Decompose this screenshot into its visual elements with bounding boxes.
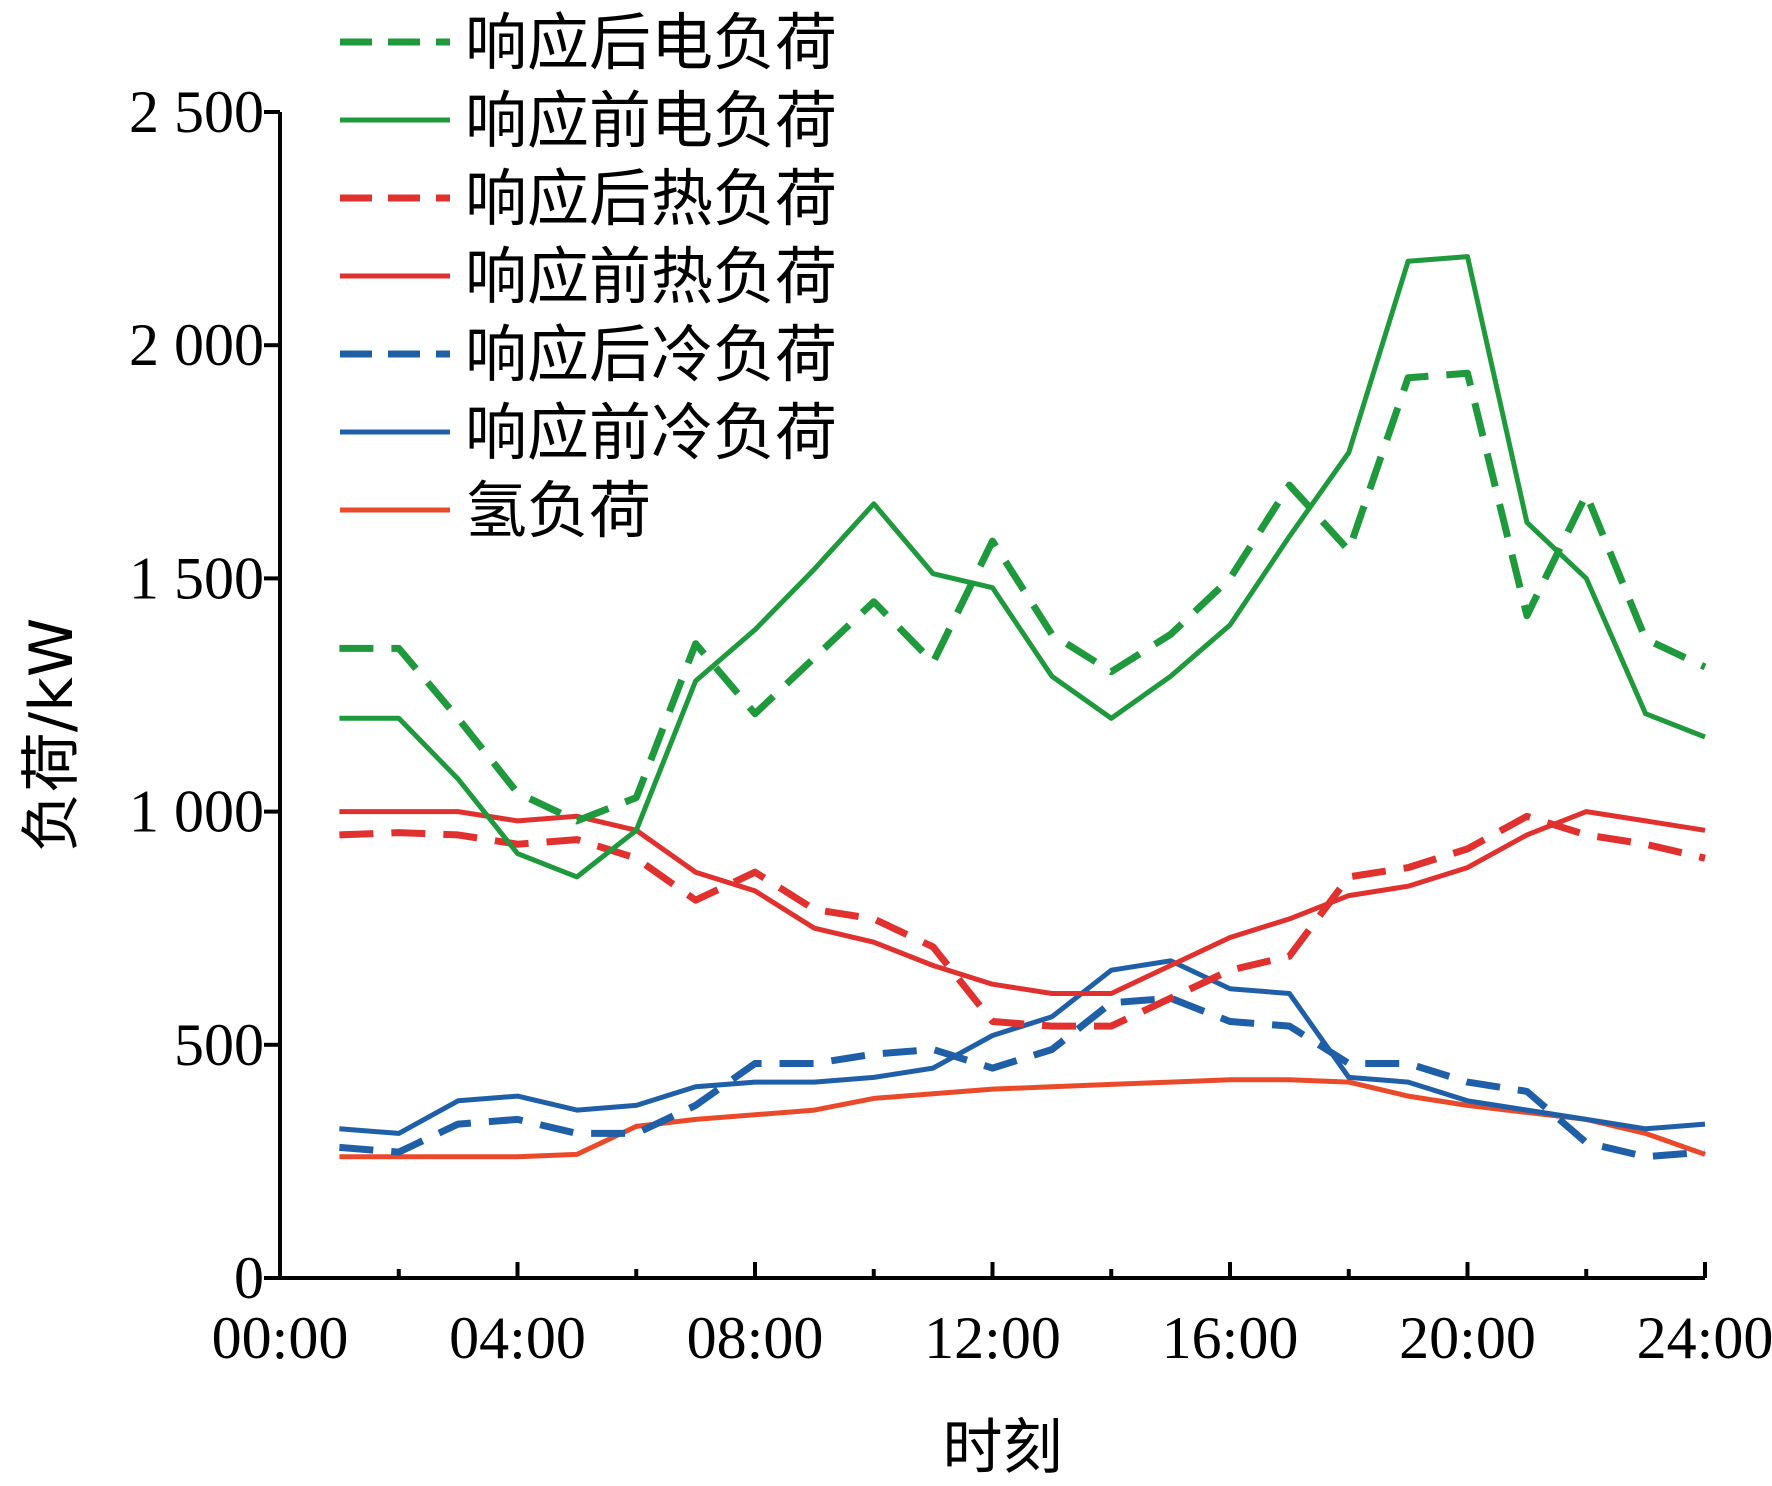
legend-label-3: 响应前热负荷 [465, 240, 837, 313]
y-tick-label: 2 500 [129, 79, 264, 145]
legend-label-1: 响应前电负荷 [465, 84, 837, 157]
legend-label-6: 氢负荷 [465, 474, 651, 547]
y-tick-label: 2 000 [129, 312, 264, 378]
legend-label-5: 响应前冷负荷 [465, 396, 837, 469]
x-axis-title: 时刻 [943, 1413, 1063, 1483]
legend-label-4: 响应后冷负荷 [465, 318, 837, 391]
series-line-1 [339, 254, 1706, 880]
legend-label-2: 响应后热负荷 [465, 162, 837, 235]
y-axis-ticks: 0 500 1 000 1 500 2 000 2 500 [129, 79, 280, 1311]
x-axis-ticks: 00:00 04:00 08:00 12:00 16:00 20:00 24:00 [212, 1262, 1772, 1371]
x-tick-label: 16:00 [1162, 1305, 1299, 1371]
axes: 0 500 1 000 1 500 2 000 2 500 00:00 04:00 08:00… [129, 79, 1772, 1371]
legend-label-0: 响应后电负荷 [465, 6, 837, 79]
y-tick-label: 0 [234, 1245, 264, 1311]
y-axis-title: 负荷/kW [17, 618, 87, 852]
series-line-6 [339, 1077, 1706, 1160]
series-line-4 [339, 994, 1706, 1161]
x-tick-label: 00:00 [212, 1305, 349, 1371]
series-line-0 [339, 369, 1707, 825]
series-line-2 [339, 812, 1706, 1030]
y-tick-label: 500 [174, 1012, 264, 1078]
x-tick-label: 12:00 [924, 1305, 1061, 1371]
y-tick-label: 1 500 [129, 545, 264, 611]
x-tick-label: 20:00 [1399, 1305, 1536, 1371]
plot-area [339, 254, 1707, 1161]
x-tick-label: 24:00 [1637, 1305, 1772, 1371]
series-line-3 [339, 809, 1706, 996]
x-tick-label: 04:00 [449, 1305, 586, 1371]
y-tick-label: 1 000 [129, 779, 264, 845]
x-tick-label: 08:00 [687, 1305, 824, 1371]
